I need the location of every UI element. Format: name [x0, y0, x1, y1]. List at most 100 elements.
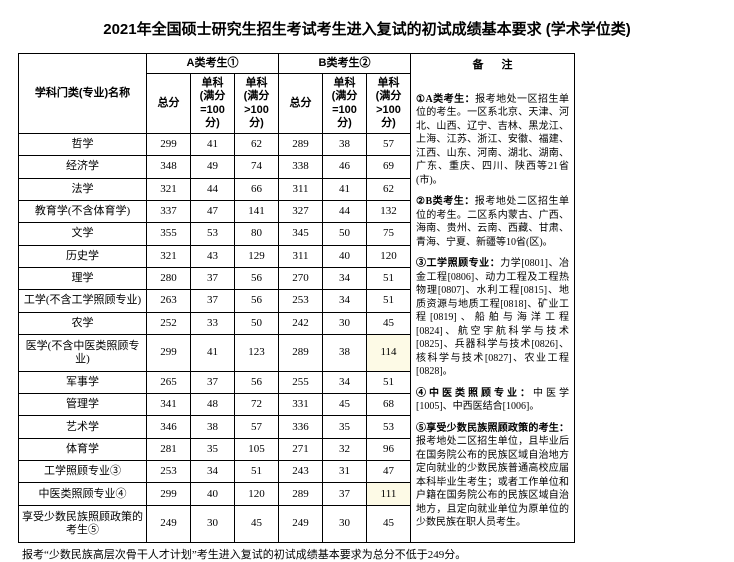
table-row: 哲学29941622893857	[19, 133, 411, 155]
cell-name: 哲学	[19, 133, 147, 155]
cell-value: 120	[235, 483, 279, 505]
table-row: 教育学(不含体育学)3374714132744132	[19, 200, 411, 222]
cell-value: 74	[235, 156, 279, 178]
cell-value: 263	[147, 290, 191, 312]
score-table: 学科门类(专业)名称 A类考生① B类考生② 总分 单科 (满分=100分) 单…	[18, 53, 411, 543]
cell-value: 51	[367, 371, 411, 393]
cell-value: 299	[147, 334, 191, 371]
cell-value: 57	[235, 416, 279, 438]
cell-name: 管理学	[19, 394, 147, 416]
cell-value: 69	[367, 156, 411, 178]
cell-name: 工学照顾专业③	[19, 461, 147, 483]
cell-value: 346	[147, 416, 191, 438]
cell-value: 129	[235, 245, 279, 267]
table-row: 农学25233502423045	[19, 312, 411, 334]
cell-value: 30	[191, 505, 235, 542]
table-row: 体育学281351052713296	[19, 438, 411, 460]
th-b-total: 总分	[279, 74, 323, 134]
cell-value: 289	[279, 133, 323, 155]
table-row: 经济学34849743384669	[19, 156, 411, 178]
th-groupB: B类考生②	[279, 54, 411, 74]
cell-value: 265	[147, 371, 191, 393]
cell-value: 38	[323, 133, 367, 155]
cell-value: 243	[279, 461, 323, 483]
cell-value: 45	[367, 505, 411, 542]
note-block: ①A类考生：报考地处一区招生单位的考生。一区系北京、天津、河北、山西、辽宁、吉林…	[416, 93, 569, 188]
cell-name: 军事学	[19, 371, 147, 393]
cell-value: 37	[191, 267, 235, 289]
cell-value: 249	[279, 505, 323, 542]
cell-value: 30	[323, 312, 367, 334]
table-row: 中医类照顾专业④2994012028937111	[19, 483, 411, 505]
cell-value: 41	[323, 178, 367, 200]
cell-value: 43	[191, 245, 235, 267]
cell-value: 120	[367, 245, 411, 267]
cell-value: 45	[235, 505, 279, 542]
cell-value: 141	[235, 200, 279, 222]
table-row: 文学35553803455075	[19, 223, 411, 245]
note-block: ②B类考生：报考地处二区招生单位的考生。二区系内蒙古、广西、海南、贵州、云南、西…	[416, 195, 569, 249]
cell-value: 341	[147, 394, 191, 416]
cell-value: 56	[235, 267, 279, 289]
cell-name: 文学	[19, 223, 147, 245]
note-block: ⑤享受少数民族照顾政策的考生：报考地处二区招生单位，且毕业后在国务院公布的民族区…	[416, 422, 569, 530]
cell-value: 348	[147, 156, 191, 178]
cell-value: 62	[235, 133, 279, 155]
th-name: 学科门类(专业)名称	[19, 54, 147, 134]
cell-value: 280	[147, 267, 191, 289]
table-row: 工学照顾专业③25334512433147	[19, 461, 411, 483]
cell-value: 321	[147, 245, 191, 267]
footnote: 报考“少数民族高层次骨干人才计划”考生进入复试的初试成绩基本要求为总分不低于24…	[18, 543, 716, 562]
cell-value: 47	[191, 200, 235, 222]
cell-value: 331	[279, 394, 323, 416]
note-block: ③工学照顾专业：力学[0801]、冶金工程[0806]、动力工程及工程热物理[0…	[416, 257, 569, 379]
cell-value: 40	[191, 483, 235, 505]
cell-value: 249	[147, 505, 191, 542]
table-row: 享受少数民族照顾政策的考生⑤24930452493045	[19, 505, 411, 542]
table-row: 理学28037562703451	[19, 267, 411, 289]
cell-value: 299	[147, 483, 191, 505]
cell-name: 体育学	[19, 438, 147, 460]
cell-value: 32	[323, 438, 367, 460]
th-b-sub1: 单科 (满分=100分)	[323, 74, 367, 134]
cell-value: 41	[191, 334, 235, 371]
cell-value: 338	[279, 156, 323, 178]
cell-value: 34	[323, 267, 367, 289]
cell-value: 253	[147, 461, 191, 483]
cell-value: 49	[191, 156, 235, 178]
table-row: 军事学26537562553451	[19, 371, 411, 393]
cell-value: 311	[279, 245, 323, 267]
cell-name: 教育学(不含体育学)	[19, 200, 147, 222]
cell-value: 44	[323, 200, 367, 222]
cell-value: 31	[323, 461, 367, 483]
content-wrap: 学科门类(专业)名称 A类考生① B类考生② 总分 单科 (满分=100分) 单…	[18, 53, 716, 543]
cell-value: 51	[367, 267, 411, 289]
cell-name: 工学(不含工学照顾专业)	[19, 290, 147, 312]
cell-value: 34	[323, 371, 367, 393]
cell-value: 44	[191, 178, 235, 200]
table-row: 法学32144663114162	[19, 178, 411, 200]
cell-value: 270	[279, 267, 323, 289]
cell-value: 53	[191, 223, 235, 245]
cell-value: 51	[367, 290, 411, 312]
table-row: 历史学3214312931140120	[19, 245, 411, 267]
cell-value: 34	[191, 461, 235, 483]
th-groupA: A类考生①	[147, 54, 279, 74]
cell-value: 56	[235, 290, 279, 312]
cell-value: 255	[279, 371, 323, 393]
cell-value: 68	[367, 394, 411, 416]
cell-value: 56	[235, 371, 279, 393]
th-b-sub2: 单科 (满分>100分)	[367, 74, 411, 134]
cell-name: 法学	[19, 178, 147, 200]
cell-name: 农学	[19, 312, 147, 334]
cell-name: 历史学	[19, 245, 147, 267]
cell-value: 299	[147, 133, 191, 155]
cell-value: 37	[323, 483, 367, 505]
cell-value: 114	[367, 334, 411, 371]
cell-value: 37	[191, 290, 235, 312]
cell-value: 51	[235, 461, 279, 483]
table-row: 医学(不含中医类照顾专业)2994112328938114	[19, 334, 411, 371]
cell-value: 123	[235, 334, 279, 371]
cell-value: 355	[147, 223, 191, 245]
cell-value: 72	[235, 394, 279, 416]
